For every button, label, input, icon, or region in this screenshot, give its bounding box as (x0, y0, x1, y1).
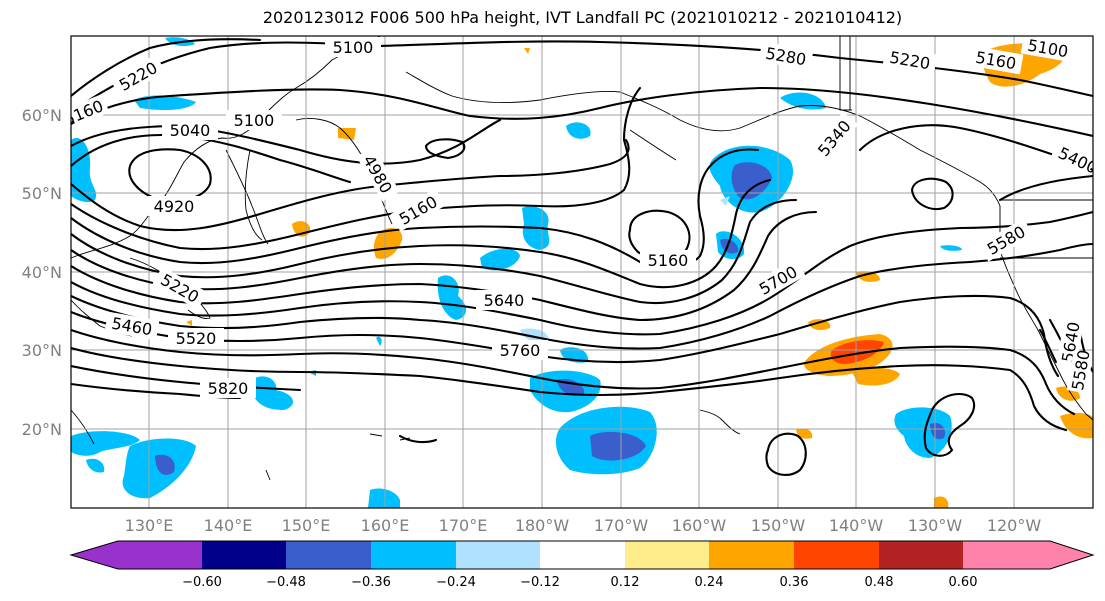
map-frame (70, 35, 1094, 509)
lon-label: 170°W (594, 516, 649, 535)
colorbar: −0.60 −0.48 −0.36 −0.24 −0.12 0.12 0.24 … (69, 540, 1095, 590)
colorbar-outline (69, 540, 1095, 570)
contour-label: 5820 (208, 379, 249, 398)
colorbar-segments (71, 541, 1093, 569)
lon-label: 120°W (987, 516, 1042, 535)
contour-label: 5760 (500, 341, 541, 360)
lat-label: 50°N (22, 184, 62, 203)
lon-label: 150°W (751, 516, 806, 535)
colorbar-segment (625, 541, 709, 569)
longitude-labels: 130°E 140°E 150°E 160°E 170°E 180°W 170°… (125, 516, 1042, 535)
lon-label: 180°W (515, 516, 570, 535)
colorbar-segment (456, 541, 540, 569)
colorbar-segment (709, 541, 794, 569)
lon-label: 160°E (361, 516, 410, 535)
colorbar-extend-low (71, 541, 202, 569)
contour-label: 5100 (333, 38, 374, 57)
colorbar-tick: −0.60 (182, 575, 222, 590)
lon-label: 130°W (908, 516, 963, 535)
lat-label: 30°N (22, 341, 62, 360)
colorbar-segment (202, 541, 286, 569)
colorbar-tick: 0.60 (949, 575, 978, 590)
colorbar-tick: 0.12 (611, 575, 640, 590)
colorbar-segment (540, 541, 625, 569)
lat-label: 40°N (22, 263, 62, 282)
colorbar-tick: −0.24 (436, 575, 476, 590)
lon-label: 140°W (829, 516, 884, 535)
contour-label: 5640 (484, 291, 525, 310)
colorbar-segment (371, 541, 456, 569)
colorbar-segment (879, 541, 963, 569)
latitude-labels: 20°N 30°N 40°N 50°N 60°N (22, 106, 62, 439)
colorbar-tick: 0.48 (865, 575, 894, 590)
contour-label: 5100 (234, 111, 275, 130)
contour-label: 5040 (170, 121, 211, 140)
colorbar-extend-high (963, 541, 1093, 569)
colorbar-tick: −0.12 (520, 575, 560, 590)
contour-label: 5520 (176, 329, 217, 348)
map-title: 2020123012 F006 500 hPa height, IVT Land… (262, 8, 903, 27)
colorbar-tick: −0.48 (266, 575, 306, 590)
lon-label: 160°W (672, 516, 727, 535)
gridlines (71, 36, 1093, 508)
lon-label: 150°E (282, 516, 331, 535)
colorbar-ticks: −0.60 −0.48 −0.36 −0.24 −0.12 0.12 0.24 … (182, 575, 977, 590)
colorbar-tick: −0.36 (351, 575, 391, 590)
colorbar-segment (286, 541, 371, 569)
contour-label: 4920 (154, 197, 195, 216)
lat-label: 60°N (22, 106, 62, 125)
colorbar-segment (794, 541, 879, 569)
lon-label: 140°E (204, 516, 253, 535)
contour-label: 5160 (648, 251, 689, 270)
map-panel: 5100 5220 5280 5220 5160 5100 5160 5040 … (70, 35, 1094, 509)
lon-label: 130°E (125, 516, 174, 535)
lon-label: 170°E (439, 516, 488, 535)
colorbar-tick: 0.24 (695, 575, 724, 590)
lat-label: 20°N (22, 420, 62, 439)
colorbar-tick: 0.36 (780, 575, 809, 590)
